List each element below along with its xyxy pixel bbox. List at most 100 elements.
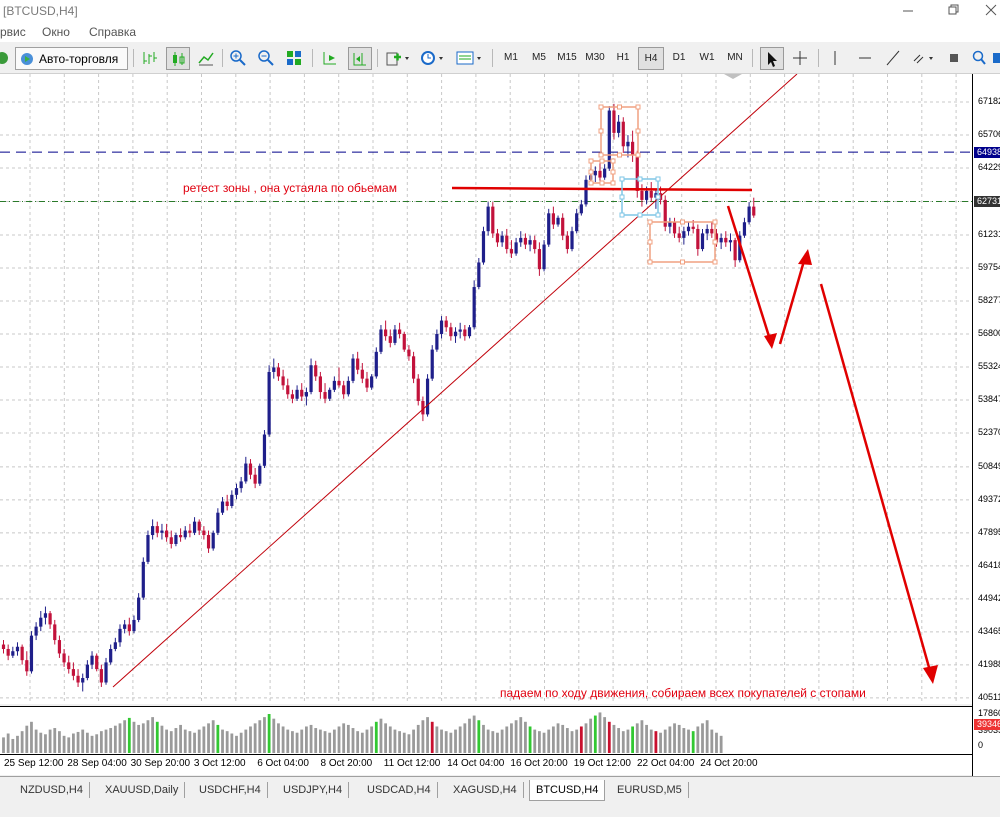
menu-service[interactable]: рвис xyxy=(0,25,26,39)
chart-tab-usdcad-h4[interactable]: USDCAD,H4 xyxy=(361,782,438,798)
candle-body xyxy=(631,141,635,156)
volume-bar xyxy=(160,725,164,753)
candle-body xyxy=(192,521,197,533)
candle-body xyxy=(1,644,6,649)
volume-bar xyxy=(230,733,234,753)
price-chart[interactable]: ретест зоны , она устаяла по обьемам пад… xyxy=(0,74,972,704)
candle-body xyxy=(570,231,574,250)
candle-body xyxy=(216,512,220,533)
autoscroll-icon[interactable] xyxy=(348,47,372,70)
volume-bar xyxy=(398,731,401,753)
candle-body xyxy=(81,678,85,683)
close-icon[interactable] xyxy=(983,2,999,18)
volume-bar xyxy=(207,723,210,753)
candle-body xyxy=(607,110,611,169)
candle-body xyxy=(141,561,145,598)
volume-bar xyxy=(379,718,383,753)
candle-body xyxy=(85,664,89,679)
chart-tab-xauusd-daily[interactable]: XAUUSD,Daily xyxy=(99,782,186,798)
chart-tab-usdchf-h4[interactable]: USDCHF,H4 xyxy=(193,782,268,798)
volume-bar xyxy=(346,724,350,753)
timeframe-m15[interactable]: M15 xyxy=(557,52,577,63)
chart-tab-eurusd-m5[interactable]: EURUSD,M5 xyxy=(611,782,689,798)
zoom-out-icon[interactable] xyxy=(256,47,276,68)
candle-body xyxy=(295,389,299,399)
candle-body xyxy=(99,669,103,683)
volume-bar xyxy=(719,735,723,753)
candlestick-icon[interactable] xyxy=(166,47,190,70)
search-icon[interactable] xyxy=(970,47,988,68)
chart-tab-usdjpy-h4[interactable]: USDJPY,H4 xyxy=(277,782,350,798)
timeframe-m30[interactable]: M30 xyxy=(585,52,605,63)
candle-body xyxy=(528,240,532,245)
chart-tab-nzdusd-h4[interactable]: NZDUSD,H4 xyxy=(14,782,90,798)
volume-bar xyxy=(626,729,630,753)
volume-bar xyxy=(165,729,168,753)
zone-box-top-handle xyxy=(598,128,604,134)
volume-bar xyxy=(113,725,117,753)
zone-box-small-handle xyxy=(588,169,594,175)
volume-bar xyxy=(486,729,490,753)
volume-bar xyxy=(407,734,411,753)
time-label: 6 Oct 04:00 xyxy=(257,758,309,769)
volume-bar xyxy=(551,726,555,753)
price-label: 58277 xyxy=(978,294,1000,305)
bar-chart-icon[interactable] xyxy=(140,47,160,68)
menu-help[interactable]: Справка xyxy=(89,25,137,39)
tile-windows-icon[interactable] xyxy=(284,47,304,68)
timeframe-w1[interactable]: W1 xyxy=(699,52,715,63)
timeframe-mn[interactable]: MN xyxy=(727,52,743,63)
chart-tab-btcusd-h4[interactable]: BTCUSD,H4 xyxy=(529,780,606,801)
timeframe-h4[interactable]: H4 xyxy=(638,47,664,70)
candle-body xyxy=(300,389,304,397)
cursor-icon[interactable] xyxy=(760,47,784,70)
candle-body xyxy=(640,190,644,200)
indicators-icon[interactable] xyxy=(384,47,412,68)
candle-body xyxy=(57,640,62,654)
volume-bar xyxy=(365,729,369,753)
arrow-down-2 xyxy=(819,283,934,679)
candle-body xyxy=(533,240,537,250)
minimize-icon[interactable] xyxy=(900,2,916,18)
restore-icon[interactable] xyxy=(945,2,961,18)
zone-box-top-handle xyxy=(598,152,604,158)
volume-bar xyxy=(155,721,159,753)
volume-bar xyxy=(519,717,523,753)
volume-bar xyxy=(593,715,597,753)
timeframe-m1[interactable]: M1 xyxy=(504,52,518,63)
auto-trading-button[interactable]: Авто-торговля xyxy=(15,47,128,70)
timeframe-m5[interactable]: M5 xyxy=(532,52,546,63)
chart-shift-icon[interactable] xyxy=(320,47,340,68)
candle-body xyxy=(248,463,253,475)
candle-body xyxy=(537,249,541,270)
volume-bar xyxy=(612,724,616,753)
candle-body xyxy=(137,597,141,620)
shapes-icon[interactable] xyxy=(910,47,938,68)
line-chart-icon[interactable] xyxy=(196,47,216,68)
volume-bar xyxy=(500,729,504,753)
crosshair-icon[interactable] xyxy=(790,47,810,68)
stop-icon[interactable] xyxy=(946,47,962,68)
volume-bar xyxy=(39,732,43,753)
templates-icon[interactable] xyxy=(454,47,484,68)
trendline-icon[interactable] xyxy=(884,47,902,68)
auto-trading-icon xyxy=(21,52,33,65)
periods-icon[interactable] xyxy=(418,47,446,68)
vertical-line-icon[interactable] xyxy=(826,47,844,68)
connection-icon[interactable] xyxy=(0,47,10,68)
candle-body xyxy=(547,213,551,245)
volume-bar xyxy=(342,723,346,753)
candle-body xyxy=(612,110,616,133)
volume-bar xyxy=(132,721,136,753)
candle-body xyxy=(491,206,495,234)
options-icon[interactable] xyxy=(990,47,1000,68)
chart-tab-xagusd-h4[interactable]: XAGUSD,H4 xyxy=(447,782,524,798)
horizontal-line-icon[interactable] xyxy=(856,47,874,68)
menu-window[interactable]: Окно xyxy=(42,25,70,39)
timeframe-h1[interactable]: H1 xyxy=(616,52,630,63)
zoom-in-icon[interactable] xyxy=(228,47,248,68)
volume-bar xyxy=(104,729,108,753)
candle-body xyxy=(39,617,43,627)
volume-bar xyxy=(556,723,560,753)
timeframe-d1[interactable]: D1 xyxy=(672,52,686,63)
